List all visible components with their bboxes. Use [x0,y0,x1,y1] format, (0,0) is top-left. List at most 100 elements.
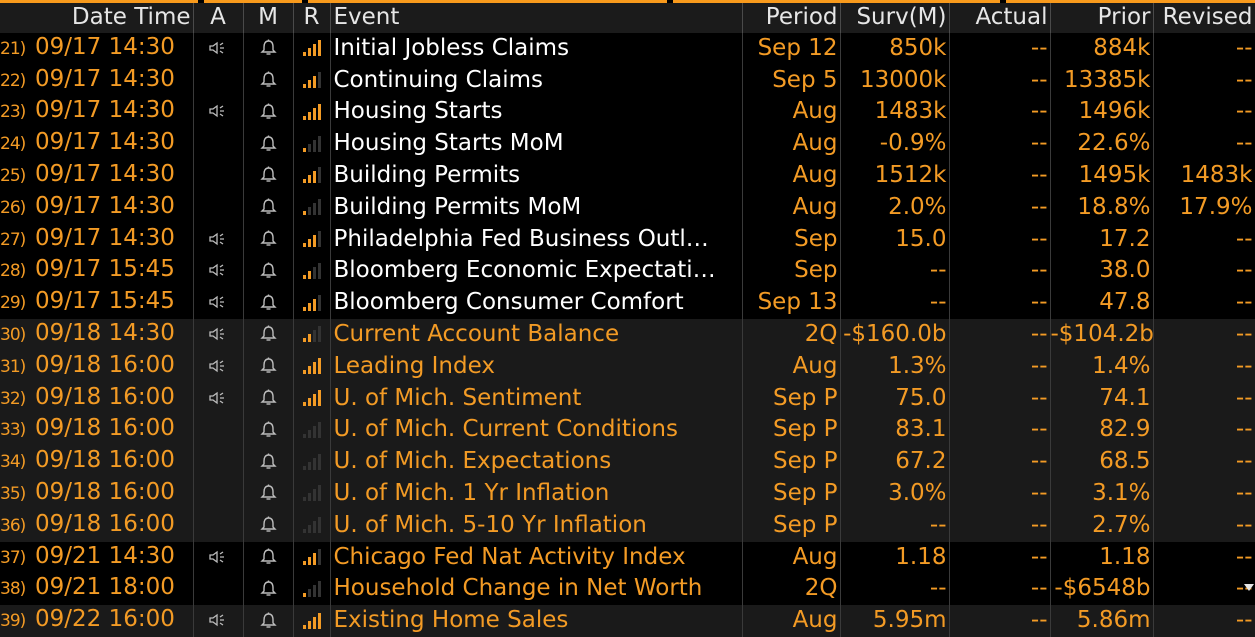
event-name[interactable]: U. of Mich. Expectations [330,446,743,478]
monitor-cell[interactable] [243,350,294,383]
table-row[interactable]: 32) 09/18 16:00 U. of Mich. Sentiment Sep P… [0,382,1255,415]
table-row[interactable]: 25) 09/17 14:30 Building Permits Aug 1512k --… [0,159,1255,192]
bell-icon[interactable] [259,385,277,411]
event-name[interactable]: Current Account Balance [330,318,743,351]
speaker-icon[interactable] [209,544,227,570]
speaker-icon[interactable] [209,289,227,315]
alert-cell[interactable] [193,382,244,415]
speaker-icon[interactable] [209,607,227,633]
bell-icon[interactable] [259,321,277,347]
event-name[interactable]: Chicago Fed Nat Activity Index [330,541,743,574]
bell-icon[interactable] [259,480,277,506]
event-name[interactable]: Bloomberg Economic Expectati… [330,255,743,288]
col-header-prior[interactable]: Prior [1050,3,1154,33]
table-row[interactable]: 37) 09/21 14:30 Chicago Fed Nat Activity I… [0,541,1255,574]
event-name[interactable]: Continuing Claims [330,64,743,97]
alert-cell[interactable] [193,605,244,637]
bell-icon[interactable] [259,67,277,93]
col-header-datetime[interactable]: Date Time [0,3,194,33]
bell-icon[interactable] [259,194,277,220]
speaker-icon[interactable] [209,98,227,124]
alert-cell[interactable] [193,350,244,383]
alert-cell[interactable] [193,477,244,510]
bell-icon[interactable] [259,130,277,156]
alert-cell[interactable] [193,318,244,351]
event-name[interactable]: Initial Jobless Claims [330,32,743,65]
monitor-cell[interactable] [243,573,294,606]
bell-icon[interactable] [259,575,277,601]
bell-icon[interactable] [259,226,277,252]
speaker-icon[interactable] [209,385,227,411]
alert-cell[interactable] [193,32,244,65]
event-name[interactable]: Leading Index [330,350,743,383]
col-header-relevance[interactable]: R [293,3,331,33]
speaker-icon[interactable] [209,35,227,61]
table-row[interactable]: 29) 09/17 15:45 Bloomberg Consumer Comfort… [0,287,1255,319]
table-row[interactable]: 34) 09/18 16:00 U. of Mich. Expectations Se… [0,446,1255,478]
alert-cell[interactable] [193,541,244,574]
event-name[interactable]: Housing Starts [330,96,743,129]
monitor-cell[interactable] [243,191,294,224]
col-header-actual[interactable]: Actual [949,3,1051,33]
table-row[interactable]: 31) 09/18 16:00 Leading Index Aug 1.3% -- 1.4%… [0,350,1255,383]
monitor-cell[interactable] [243,64,294,97]
col-header-event[interactable]: Event [330,3,743,33]
monitor-cell[interactable] [243,318,294,351]
alert-cell[interactable] [193,446,244,478]
monitor-cell[interactable] [243,287,294,319]
event-name[interactable]: U. of Mich. 1 Yr Inflation [330,477,743,510]
monitor-cell[interactable] [243,128,294,160]
table-row[interactable]: 30) 09/18 14:30 Current Account Balance 2Q -… [0,318,1255,351]
table-row[interactable]: 23) 09/17 14:30 Housing Starts Aug 1483k -- 14… [0,96,1255,129]
col-header-alert[interactable]: A [193,3,244,33]
monitor-cell[interactable] [243,32,294,65]
bell-icon[interactable] [259,512,277,538]
col-header-survey[interactable]: Surv(M) [840,3,950,33]
monitor-cell[interactable] [243,255,294,288]
alert-cell[interactable] [193,255,244,288]
monitor-cell[interactable] [243,446,294,478]
bell-icon[interactable] [259,607,277,633]
alert-cell[interactable] [193,414,244,447]
monitor-cell[interactable] [243,541,294,574]
alert-cell[interactable] [193,509,244,542]
speaker-icon[interactable] [209,226,227,252]
bell-icon[interactable] [259,257,277,283]
event-name[interactable]: Bloomberg Consumer Comfort [330,287,743,319]
monitor-cell[interactable] [243,382,294,415]
alert-cell[interactable] [193,223,244,256]
speaker-icon[interactable] [209,321,227,347]
table-row[interactable]: 39) 09/22 16:00 Existing Home Sales Aug 5.95… [0,605,1255,637]
bell-icon[interactable] [259,98,277,124]
monitor-cell[interactable] [243,477,294,510]
event-name[interactable]: U. of Mich. 5-10 Yr Inflation [330,509,743,542]
monitor-cell[interactable] [243,414,294,447]
bell-icon[interactable] [259,289,277,315]
table-row[interactable]: 24) 09/17 14:30 Housing Starts MoM Aug -0.9%… [0,128,1255,160]
event-name[interactable]: U. of Mich. Current Conditions [330,414,743,447]
monitor-cell[interactable] [243,223,294,256]
bell-icon[interactable] [259,544,277,570]
monitor-cell[interactable] [243,605,294,637]
monitor-cell[interactable] [243,509,294,542]
alert-cell[interactable] [193,64,244,97]
alert-cell[interactable] [193,128,244,160]
event-name[interactable]: Household Change in Net Worth [330,573,743,606]
monitor-cell[interactable] [243,159,294,192]
table-row[interactable]: 28) 09/17 15:45 Bloomberg Economic Expecta… [0,255,1255,288]
bell-icon[interactable] [259,353,277,379]
event-name[interactable]: U. of Mich. Sentiment [330,382,743,415]
alert-cell[interactable] [193,287,244,319]
col-header-monitor[interactable]: M [243,3,294,33]
table-row[interactable]: 38) 09/21 18:00 Household Change in Net Wo… [0,573,1255,606]
table-row[interactable]: 26) 09/17 14:30 Building Permits MoM Aug 2.0… [0,191,1255,224]
bell-icon[interactable] [259,448,277,474]
table-row[interactable]: 22) 09/17 14:30 Continuing Claims Sep 5 1300… [0,64,1255,97]
event-name[interactable]: Housing Starts MoM [330,128,743,160]
table-row[interactable]: 33) 09/18 16:00 U. of Mich. Current Condit… [0,414,1255,447]
scroll-down-icon[interactable] [1243,578,1255,598]
bell-icon[interactable] [259,162,277,188]
table-row[interactable]: 27) 09/17 14:30 Philadelphia Fed Business … [0,223,1255,256]
table-row[interactable]: 21) 09/17 14:30 Initial Jobless Claims Sep … [0,32,1255,65]
event-name[interactable]: Existing Home Sales [330,605,743,637]
